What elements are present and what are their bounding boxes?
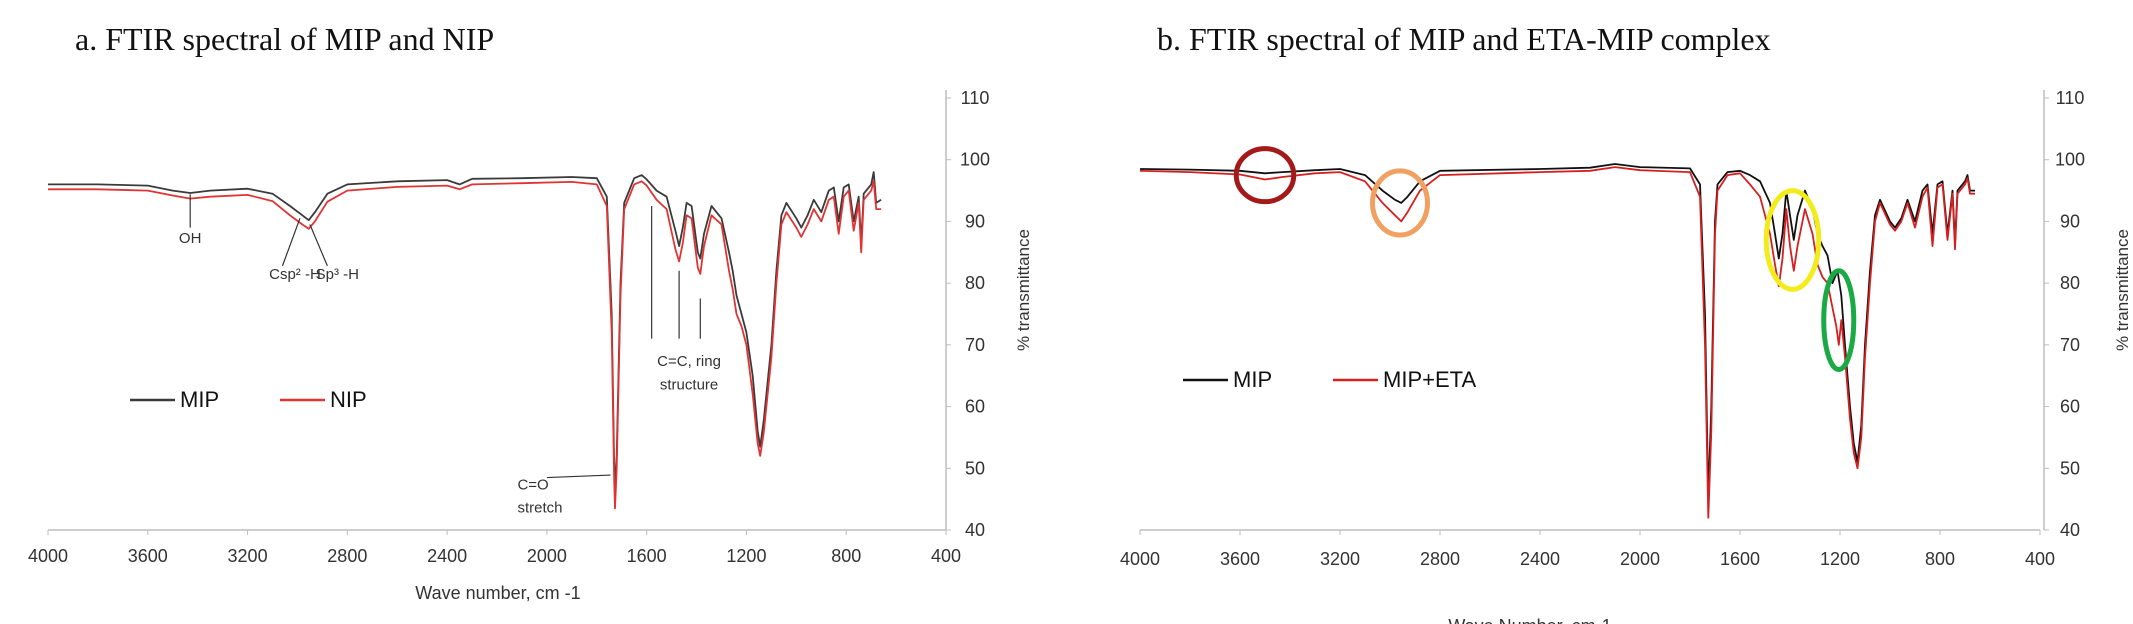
chart-b-x-tick-label: 2000 <box>1620 549 1660 569</box>
chart-b-series-line-mip <box>1139 163 1975 500</box>
chart-a-annotation-label: OH <box>179 230 202 247</box>
chart-a-annotation-pointer <box>281 218 301 267</box>
chart-a-series-line-mip <box>48 171 882 485</box>
chart-a-y-tick-label: 80 <box>965 273 985 293</box>
chart-b-title: b. FTIR spectral of MIP and ETA-MIP comp… <box>1157 21 1771 57</box>
chart-a-title: a. FTIR spectral of MIP and NIP <box>75 21 494 57</box>
chart-a-series-line-nip <box>48 180 882 510</box>
chart-panel-a: a. FTIR spectral of MIP and NIP 4000 3600… <box>28 21 1033 603</box>
chart-a-x-tick-label: 400 <box>931 546 961 566</box>
chart-a-ylabel: % transmittance <box>1014 229 1033 351</box>
chart-b-highlight-ellipse <box>1763 188 1822 292</box>
chart-a-x-tick-label: 2000 <box>527 546 567 566</box>
chart-a-annotation-pointer <box>309 224 328 267</box>
chart-a-annotation-label: structure <box>660 376 718 393</box>
chart-b-y-tick-label: 60 <box>2060 397 2080 417</box>
chart-b-y-tick-label: 90 <box>2060 211 2080 231</box>
chart-b-tick-labels: 4000 3600 3200 2800 2400 2000 1600 1200 800 40040… <box>1120 88 2085 569</box>
chart-a-tick-labels: 4000 3600 3200 2800 2400 2000 1600 1200 800 40040… <box>28 88 990 566</box>
chart-b-x-tick-label: 2400 <box>1520 549 1560 569</box>
chart-b-x-tick-label: 400 <box>2025 549 2055 569</box>
chart-a-x-tick-label: 2400 <box>427 546 467 566</box>
chart-b-axes <box>1139 90 2049 535</box>
chart-a-y-tick-label: 60 <box>965 397 985 417</box>
chart-a-annotation-label: stretch <box>517 500 562 517</box>
chart-b-legend-label: MIP+ETA <box>1383 367 1476 392</box>
chart-a-x-tick-label: 1200 <box>726 546 766 566</box>
chart-a-x-tick-label: 2800 <box>327 546 367 566</box>
chart-a-legend-label: NIP <box>330 387 367 412</box>
chart-a-x-tick-label: 4000 <box>28 546 68 566</box>
chart-a-annotation-label: C=C, ring <box>657 353 721 370</box>
chart-b-x-tick-label: 3600 <box>1220 549 1260 569</box>
chart-b-x-tick-label: 2800 <box>1420 549 1460 569</box>
chart-b-series-line-mip-eta <box>1139 166 1975 519</box>
chart-b-y-tick-label: 70 <box>2060 335 2080 355</box>
chart-a-y-tick-label: 40 <box>965 520 985 540</box>
chart-a-y-tick-label: 100 <box>960 150 990 170</box>
chart-a-xlabel: Wave number, cm -1 <box>415 583 580 603</box>
chart-a-annotation-label: C=O <box>517 476 548 493</box>
chart-b-highlight-ellipse <box>1821 268 1857 373</box>
chart-b-y-tick-label: 50 <box>2060 458 2080 478</box>
chart-b-legend: MIP MIP+ETA <box>1183 367 1476 392</box>
chart-b-series <box>1139 163 1975 519</box>
chart-a-annotation-pointer <box>546 474 611 479</box>
chart-b-highlight-ellipses <box>1233 146 1857 373</box>
chart-b-y-tick-label: 110 <box>2056 88 2085 108</box>
chart-a-axes <box>47 90 951 535</box>
chart-a-annotation-label: Csp² -H <box>269 266 321 283</box>
chart-b-legend-label: MIP <box>1233 367 1272 392</box>
chart-a-series <box>48 171 882 510</box>
chart-a-legend: MIP NIP <box>130 387 367 412</box>
chart-a-x-tick-label: 3600 <box>128 546 168 566</box>
chart-b-x-tick-label: 800 <box>1925 549 1955 569</box>
chart-a-x-tick-label: 1600 <box>627 546 667 566</box>
chart-b-highlight-ellipse <box>1370 168 1430 238</box>
chart-a-legend-label: MIP <box>180 387 219 412</box>
chart-a-x-tick-label: 800 <box>831 546 861 566</box>
chart-b-x-tick-label: 3200 <box>1320 549 1360 569</box>
chart-a-y-tick-label: 110 <box>961 88 990 108</box>
chart-b-x-tick-label: 1600 <box>1720 549 1760 569</box>
chart-a-x-tick-label: 3200 <box>228 546 268 566</box>
chart-b-x-tick-label: 1200 <box>1820 549 1860 569</box>
chart-a-y-tick-label: 90 <box>965 211 985 231</box>
chart-panel-b: b. FTIR spectral of MIP and ETA-MIP comp… <box>1120 21 2132 624</box>
chart-b-x-tick-label: 4000 <box>1120 549 1160 569</box>
chart-b-highlight-ellipse <box>1233 146 1297 205</box>
chart-b-y-tick-label: 100 <box>2055 150 2085 170</box>
chart-b-y-tick-label: 40 <box>2060 520 2080 540</box>
chart-b-xlabel: Wave Number, cm-1 <box>1448 616 1611 624</box>
chart-a-y-tick-label: 70 <box>965 335 985 355</box>
chart-b-y-tick-label: 80 <box>2060 273 2080 293</box>
chart-b-ylabel: % transmittance <box>2113 229 2132 351</box>
chart-a-y-tick-label: 50 <box>965 458 985 478</box>
chart-a-annotation-label: Sp³ -H <box>316 266 359 283</box>
